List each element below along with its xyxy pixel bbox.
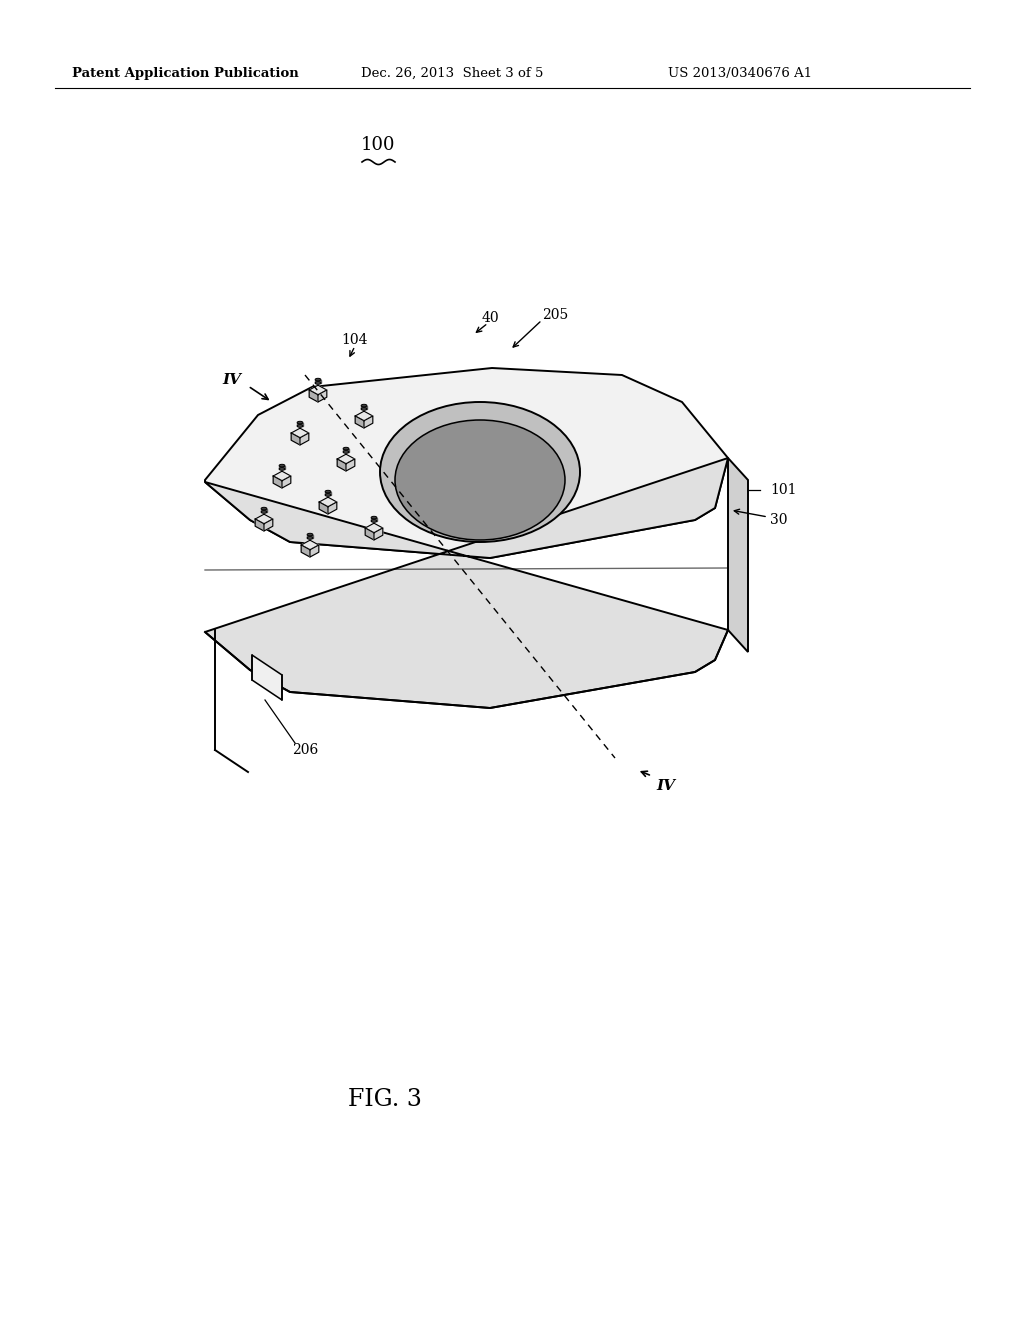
Polygon shape	[310, 545, 318, 557]
Ellipse shape	[280, 467, 285, 470]
Ellipse shape	[380, 403, 580, 543]
Polygon shape	[371, 517, 377, 521]
Text: US 2013/0340676 A1: US 2013/0340676 A1	[668, 66, 812, 79]
Polygon shape	[319, 498, 337, 507]
Text: 30: 30	[770, 513, 787, 527]
Text: 101: 101	[770, 483, 797, 498]
Polygon shape	[307, 535, 313, 539]
Ellipse shape	[307, 537, 313, 540]
Polygon shape	[366, 528, 374, 540]
Ellipse shape	[326, 494, 331, 496]
Polygon shape	[309, 389, 318, 403]
Ellipse shape	[326, 490, 331, 492]
Polygon shape	[291, 428, 309, 438]
Polygon shape	[326, 491, 331, 495]
Polygon shape	[300, 433, 309, 445]
Ellipse shape	[371, 516, 377, 519]
Polygon shape	[264, 519, 272, 531]
Text: Dec. 26, 2013  Sheet 3 of 5: Dec. 26, 2013 Sheet 3 of 5	[360, 66, 543, 79]
Text: 206: 206	[292, 743, 318, 756]
Polygon shape	[280, 466, 285, 469]
Polygon shape	[319, 502, 328, 513]
Polygon shape	[273, 471, 291, 480]
Text: FIG. 3: FIG. 3	[348, 1089, 422, 1111]
Text: Patent Application Publication: Patent Application Publication	[72, 66, 298, 79]
Polygon shape	[346, 459, 354, 471]
Polygon shape	[364, 416, 373, 428]
Polygon shape	[318, 389, 327, 403]
Ellipse shape	[361, 404, 367, 407]
Polygon shape	[301, 545, 310, 557]
Polygon shape	[282, 477, 291, 488]
Ellipse shape	[343, 447, 349, 450]
Polygon shape	[255, 519, 264, 531]
Text: 205: 205	[542, 308, 568, 322]
Ellipse shape	[261, 507, 267, 510]
Polygon shape	[355, 412, 373, 421]
Polygon shape	[361, 405, 367, 409]
Polygon shape	[343, 449, 349, 451]
Polygon shape	[297, 422, 303, 426]
Polygon shape	[315, 380, 321, 383]
Polygon shape	[273, 477, 282, 488]
Polygon shape	[728, 458, 748, 652]
Ellipse shape	[343, 450, 349, 453]
Text: 100: 100	[360, 136, 395, 154]
Polygon shape	[255, 515, 272, 524]
Ellipse shape	[315, 379, 321, 381]
Polygon shape	[366, 523, 383, 533]
Ellipse shape	[297, 421, 303, 424]
Text: 40: 40	[481, 312, 499, 325]
Polygon shape	[252, 655, 282, 700]
Polygon shape	[261, 508, 267, 512]
Text: IV: IV	[222, 374, 242, 387]
Polygon shape	[337, 454, 354, 463]
Ellipse shape	[371, 520, 377, 523]
Polygon shape	[309, 385, 327, 395]
Polygon shape	[291, 433, 300, 445]
Ellipse shape	[395, 420, 565, 540]
Polygon shape	[328, 502, 337, 513]
Polygon shape	[337, 459, 346, 471]
Ellipse shape	[361, 408, 367, 411]
Ellipse shape	[315, 381, 321, 384]
Polygon shape	[355, 416, 364, 428]
Ellipse shape	[261, 511, 267, 513]
Ellipse shape	[280, 465, 285, 467]
Text: IV: IV	[656, 779, 675, 793]
Ellipse shape	[307, 533, 313, 536]
Polygon shape	[301, 540, 318, 550]
Polygon shape	[205, 458, 728, 708]
Polygon shape	[374, 528, 383, 540]
Ellipse shape	[297, 425, 303, 428]
Polygon shape	[205, 368, 728, 558]
Text: 104: 104	[342, 333, 369, 347]
